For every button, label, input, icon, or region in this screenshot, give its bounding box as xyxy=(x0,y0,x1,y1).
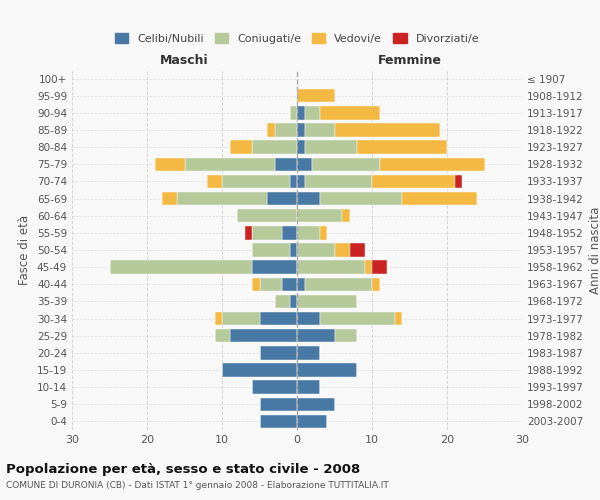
Bar xyxy=(229,140,252,154)
Bar xyxy=(320,226,327,239)
Bar xyxy=(275,294,290,308)
Bar xyxy=(275,124,297,136)
Bar xyxy=(305,278,372,291)
Bar xyxy=(320,106,380,120)
Bar xyxy=(297,414,327,428)
Bar xyxy=(320,312,395,326)
Bar xyxy=(252,260,297,274)
Bar xyxy=(222,312,260,326)
Bar xyxy=(222,174,290,188)
Bar xyxy=(207,174,222,188)
Bar xyxy=(222,364,297,376)
Bar xyxy=(297,158,312,171)
Bar xyxy=(297,380,320,394)
Bar xyxy=(252,226,282,239)
Bar xyxy=(215,329,229,342)
Bar xyxy=(342,209,349,222)
Bar xyxy=(185,158,275,171)
Bar xyxy=(162,192,177,205)
Bar xyxy=(297,89,335,102)
Bar xyxy=(260,414,297,428)
Bar xyxy=(252,278,260,291)
Bar xyxy=(402,192,477,205)
Bar xyxy=(260,398,297,411)
Bar xyxy=(305,106,320,120)
Bar xyxy=(110,260,252,274)
Bar xyxy=(282,226,297,239)
Y-axis label: Fasce di età: Fasce di età xyxy=(19,215,31,285)
Bar xyxy=(372,278,380,291)
Bar xyxy=(320,192,402,205)
Bar xyxy=(305,124,335,136)
Bar xyxy=(335,244,349,256)
Bar xyxy=(177,192,267,205)
Bar xyxy=(349,244,365,256)
Bar xyxy=(297,174,305,188)
Bar xyxy=(297,329,335,342)
Bar xyxy=(290,174,297,188)
Bar xyxy=(290,294,297,308)
Bar xyxy=(297,260,365,274)
Text: Femmine: Femmine xyxy=(377,54,442,66)
Bar xyxy=(335,124,439,136)
Bar xyxy=(372,174,455,188)
Bar xyxy=(297,192,320,205)
Bar xyxy=(297,278,305,291)
Bar xyxy=(297,364,357,376)
Bar xyxy=(252,380,297,394)
Bar xyxy=(267,192,297,205)
Bar xyxy=(297,312,320,326)
Bar xyxy=(305,140,357,154)
Bar xyxy=(245,226,252,239)
Bar xyxy=(297,346,320,360)
Bar xyxy=(297,140,305,154)
Bar xyxy=(395,312,402,326)
Bar xyxy=(297,226,320,239)
Bar xyxy=(372,260,387,274)
Bar xyxy=(297,209,342,222)
Bar xyxy=(252,140,297,154)
Bar xyxy=(312,158,380,171)
Bar xyxy=(260,312,297,326)
Bar xyxy=(237,209,297,222)
Bar xyxy=(260,346,297,360)
Bar xyxy=(357,140,447,154)
Bar xyxy=(365,260,372,274)
Bar xyxy=(297,106,305,120)
Bar xyxy=(297,124,305,136)
Bar xyxy=(335,329,357,342)
Text: Maschi: Maschi xyxy=(160,54,209,66)
Bar xyxy=(155,158,185,171)
Text: Popolazione per età, sesso e stato civile - 2008: Popolazione per età, sesso e stato civil… xyxy=(6,462,360,475)
Bar xyxy=(215,312,222,326)
Bar xyxy=(380,158,485,171)
Bar xyxy=(305,174,372,188)
Y-axis label: Anni di nascita: Anni di nascita xyxy=(589,206,600,294)
Bar xyxy=(455,174,462,188)
Bar xyxy=(297,244,335,256)
Legend: Celibi/Nubili, Coniugati/e, Vedovi/e, Divorziati/e: Celibi/Nubili, Coniugati/e, Vedovi/e, Di… xyxy=(110,29,484,48)
Bar xyxy=(260,278,282,291)
Bar xyxy=(282,278,297,291)
Bar xyxy=(252,244,290,256)
Bar xyxy=(229,329,297,342)
Bar xyxy=(275,158,297,171)
Bar xyxy=(297,294,357,308)
Text: COMUNE DI DURONIA (CB) - Dati ISTAT 1° gennaio 2008 - Elaborazione TUTTITALIA.IT: COMUNE DI DURONIA (CB) - Dati ISTAT 1° g… xyxy=(6,481,389,490)
Bar xyxy=(297,398,335,411)
Bar xyxy=(290,106,297,120)
Bar xyxy=(267,124,275,136)
Bar xyxy=(290,244,297,256)
